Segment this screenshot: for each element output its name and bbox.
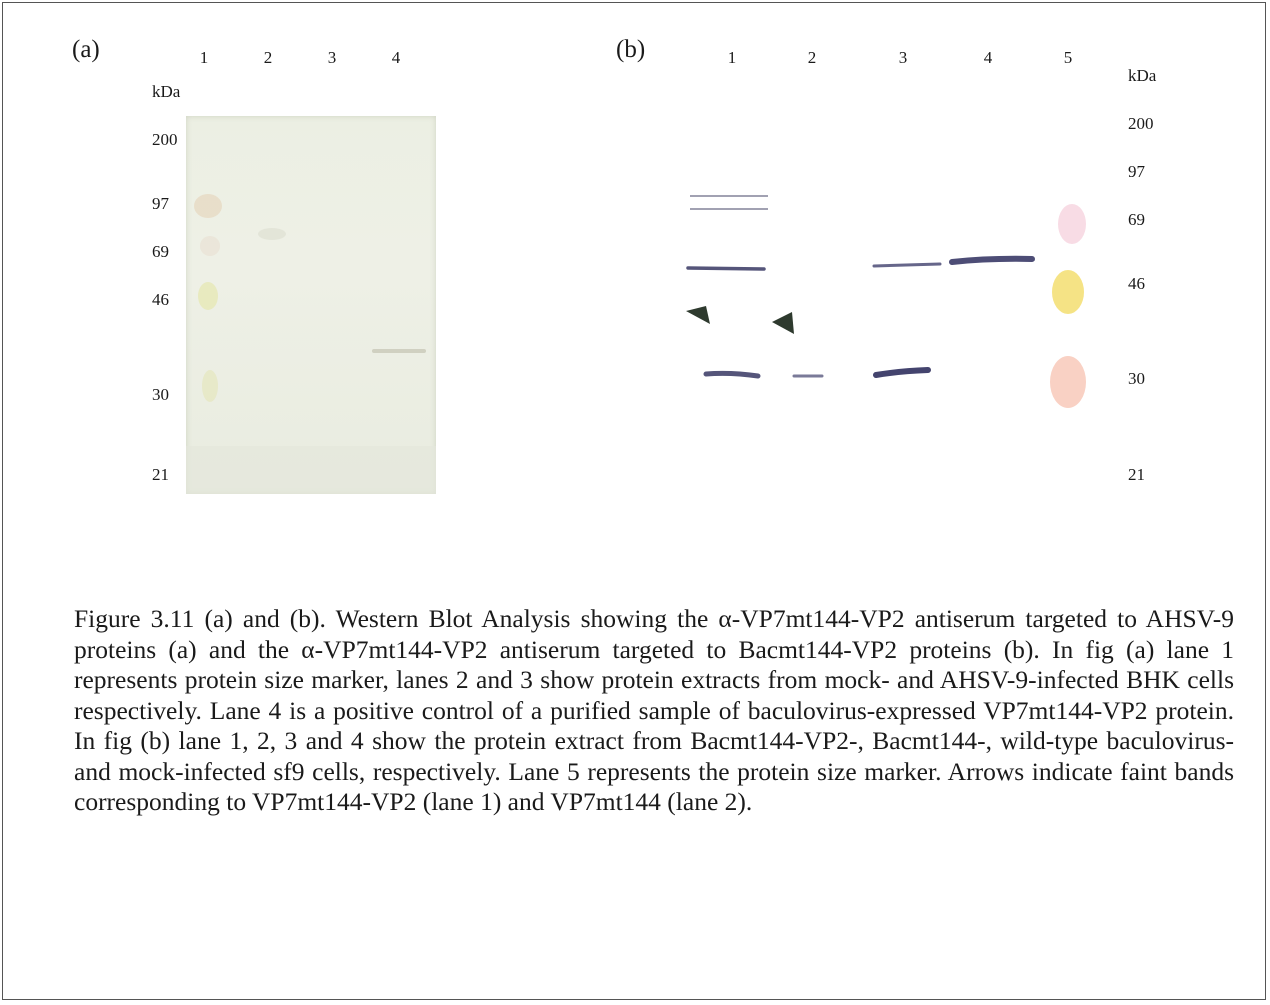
panel-b-lane-4: 4 (983, 48, 993, 67)
panel-a-marker-200: 200 (152, 130, 178, 149)
panel-b-marker-46: 46 (1128, 274, 1145, 293)
figure-caption: Figure 3.11 (a) and (b). Western Blot An… (74, 604, 1234, 816)
panel-a-marker-smudge-69 (200, 236, 220, 256)
panel-a-lower-shading (186, 446, 436, 494)
panel-a-lane-2-faint-band (258, 228, 286, 240)
panel-a-lane-4: 4 (391, 48, 401, 67)
panel-a-lane-4-band (372, 349, 426, 353)
panel-b-kda-label: kDa (1128, 66, 1157, 85)
panel-a-lane-2: 2 (263, 48, 273, 67)
panel-a-lane-1: 1 (199, 48, 209, 67)
panel-a-marker-smudge-46 (198, 282, 218, 310)
panel-a-marker-30: 30 (152, 385, 169, 404)
panel-a-blot-membrane (186, 116, 436, 494)
panel-b-marker-97: 97 (1128, 162, 1145, 181)
panel-a-marker-smudge-97 (194, 194, 222, 218)
panel-a-marker-69: 69 (152, 242, 169, 261)
panel-b-marker-21: 21 (1128, 465, 1145, 484)
panel-b-lane-2: 2 (807, 48, 817, 67)
panel-b-marker-200: 200 (1128, 114, 1154, 133)
panel-b-marker-30: 30 (1128, 369, 1145, 388)
panel-a-lane-3: 3 (327, 48, 337, 67)
panel-b-lane-3: 3 (898, 48, 908, 67)
panel-a-kda-label: kDa (152, 82, 181, 101)
panel-b-label: (b) (616, 36, 646, 63)
panel-b-lane-5: 5 (1063, 48, 1073, 67)
panel-b-lane-1: 1 (727, 48, 737, 67)
panel-a-marker-97: 97 (152, 194, 169, 213)
panel-a-marker-46: 46 (152, 290, 169, 309)
panel-a-marker-smudge-30 (202, 370, 218, 402)
panel-a-blot-bands (186, 194, 436, 494)
panel-a-label: (a) (72, 36, 100, 63)
panel-b-marker-69: 69 (1128, 210, 1145, 229)
panel-a-marker-21: 21 (152, 465, 169, 484)
